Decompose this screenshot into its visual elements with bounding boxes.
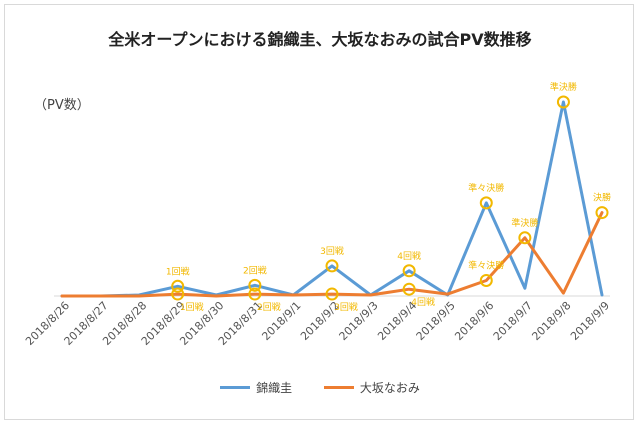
chart-frame [4, 4, 634, 420]
match-marker [248, 278, 262, 292]
match-marker [556, 95, 570, 109]
match-marker [518, 231, 532, 245]
match-marker [479, 196, 493, 210]
legend-label-osaka: 大坂なおみ [359, 381, 420, 395]
legend-item-osaka: 大坂なおみ [323, 379, 420, 396]
match-marker [595, 206, 609, 220]
match-marker [325, 259, 339, 273]
match-marker [171, 287, 185, 301]
legend-item-nishikori: 錦織圭 [220, 379, 292, 396]
match-round-label: 準決勝 [511, 217, 538, 229]
match-marker [325, 287, 339, 301]
series-line-nishikori [60, 100, 604, 298]
match-marker [402, 264, 416, 278]
match-round-label: 準々決勝 [468, 259, 504, 271]
legend: 錦織圭 大坂なおみ [0, 378, 640, 396]
match-round-label: 4回戦 [397, 250, 421, 262]
x-tick-label: 2018/9/8 [529, 299, 573, 343]
x-tick-label: 2018/9/6 [452, 299, 496, 343]
legend-swatch-osaka [323, 386, 354, 389]
match-round-label: 1回戦 [180, 301, 204, 313]
x-tick-label: 2018/9/7 [491, 299, 535, 343]
match-round-label: 2回戦 [243, 264, 267, 276]
match-round-label: 4回戦 [411, 296, 435, 308]
match-round-label: 1回戦 [166, 265, 190, 277]
y-unit-label: （PV数） [34, 98, 90, 113]
series-line-osaka [60, 211, 604, 298]
match-round-label: 決勝 [593, 192, 611, 204]
match-marker [402, 282, 416, 296]
match-round-label: 2回戦 [257, 301, 281, 313]
match-round-label: 準決勝 [550, 81, 577, 93]
x-tick-label: 2018/9/9 [568, 299, 612, 343]
legend-swatch-nishikori [220, 386, 251, 389]
match-marker [171, 279, 185, 293]
legend-label-nishikori: 錦織圭 [256, 381, 293, 395]
match-marker [248, 287, 262, 301]
chart-title: 全米オープンにおける錦織圭、大坂なおみの試合PV数推移 [108, 30, 532, 49]
match-marker [479, 273, 493, 287]
match-round-label: 3回戦 [334, 301, 358, 313]
match-round-label: 準々決勝 [468, 182, 504, 194]
match-round-label: 3回戦 [320, 245, 344, 257]
